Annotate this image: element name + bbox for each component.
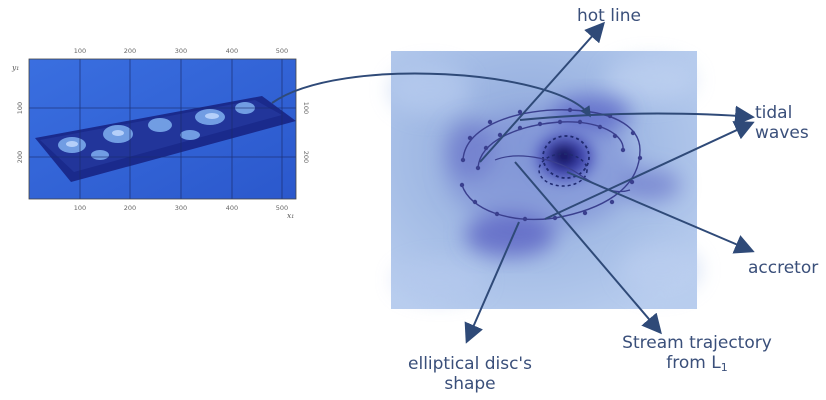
x-tick-top: 100 (74, 47, 86, 55)
stream-trajectory-lower (494, 155, 631, 193)
hot-line-label: hot line (577, 6, 641, 26)
inset-y-axis-label: y₁ (11, 63, 19, 72)
tidal-waves-label: tidal waves (755, 103, 809, 143)
elliptical-disc-arrow (464, 221, 520, 344)
x-tick-top: 500 (276, 47, 288, 55)
y-tick-left: 200 (16, 151, 24, 163)
stream-line2-prefix: from L (666, 353, 721, 373)
stream-trajectory-arrow (514, 161, 662, 335)
elliptical-disc-label: elliptical disc's shape (400, 354, 540, 394)
inset-x-axis-label: x₁ (287, 211, 294, 220)
x-tick-bottom: 200 (124, 204, 136, 212)
tidal-waves-arrow-lower (544, 121, 755, 220)
y-tick-left: 100 (16, 102, 24, 114)
inset-to-panel-arrow (271, 72, 591, 118)
elliptical-disc-label-line2: shape (444, 374, 496, 394)
accretor-outline (542, 135, 590, 179)
tidal-waves-label-line1: tidal (755, 103, 793, 123)
x-tick-top: 200 (124, 47, 136, 55)
inset-grid (29, 59, 296, 199)
elliptical-disc-label-line1: elliptical disc's (408, 354, 532, 374)
inset-plot: 100 200 300 400 500 100 200 300 400 500 … (11, 47, 310, 220)
x-tick-bottom: 400 (226, 204, 238, 212)
accretor-inner-outline (538, 153, 588, 187)
inset-x-ticks-top: 100 200 300 400 500 (74, 47, 288, 55)
inset-y-ticks-right: 100 200 (302, 102, 310, 163)
x-tick-bottom: 500 (276, 204, 288, 212)
stream-trajectory-label: Stream trajectory from L1 (611, 333, 783, 378)
y-tick-right: 100 (302, 102, 310, 114)
x-tick-bottom: 100 (74, 204, 86, 212)
tidal-waves-label-line2: waves (755, 123, 809, 143)
accretor-label: accretor (748, 258, 819, 278)
stream-trajectory-label-line1: Stream trajectory (622, 333, 772, 353)
inset-y-ticks-left: 100 200 (16, 102, 24, 163)
panel-texture (390, 58, 700, 300)
accretor-arrow (566, 171, 755, 254)
x-tick-bottom: 300 (175, 204, 187, 212)
x-tick-top: 400 (226, 47, 238, 55)
y-tick-right: 200 (302, 151, 310, 163)
tidal-waves-arrow-upper (519, 105, 755, 126)
stream-line2-subscript: 1 (720, 361, 728, 374)
annotation-arrows (271, 21, 755, 344)
inset-frame (28, 58, 297, 200)
inset-blob-cores (66, 113, 219, 147)
hot-line-arrow (479, 21, 605, 163)
x-tick-top: 300 (175, 47, 187, 55)
trajectory-points (459, 107, 643, 222)
stream-trajectory-outer (461, 109, 641, 221)
stream-trajectory-label-line2: from L1 (611, 353, 783, 378)
inset-x-ticks-bottom: 100 200 300 400 500 (74, 204, 288, 212)
disc-core (527, 125, 603, 189)
